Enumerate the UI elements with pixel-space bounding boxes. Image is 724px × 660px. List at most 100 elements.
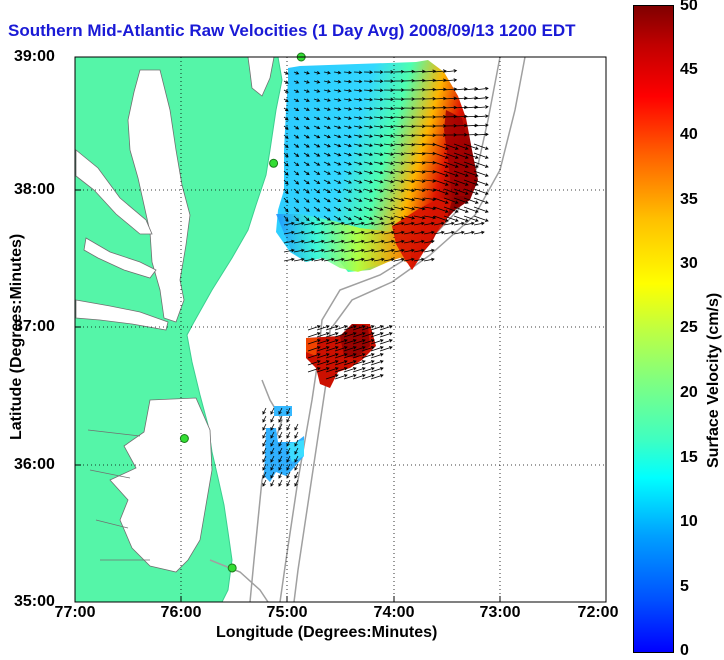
velocity-vector (325, 360, 339, 366)
velocity-vector (353, 230, 365, 235)
velocity-vector (303, 134, 310, 139)
x-tick-label: 75:00 (266, 604, 308, 621)
velocity-vector (283, 116, 289, 121)
velocity-vector (283, 206, 289, 213)
velocity-vector (453, 152, 469, 159)
colorbar-tick-label: 50 (680, 0, 698, 14)
velocity-vector (333, 134, 342, 139)
velocity-vector (363, 179, 374, 184)
velocity-vector (473, 161, 489, 168)
velocity-vector (353, 70, 363, 75)
velocity-vector (473, 86, 489, 91)
velocity-vector (383, 143, 395, 147)
velocity-vector (353, 88, 363, 93)
colorbar-label: Surface Velocity (cm/s) (705, 292, 722, 468)
velocity-vector (373, 230, 385, 235)
velocity-vector (333, 230, 345, 235)
velocity-vector (370, 367, 384, 373)
velocity-vector (379, 346, 393, 352)
velocity-vector (453, 161, 469, 168)
velocity-vector (307, 325, 321, 331)
velocity-vector (463, 215, 479, 222)
velocity-vector (293, 116, 300, 121)
velocity-vector (293, 257, 305, 262)
velocity-vector (393, 257, 405, 262)
velocity-vector (323, 70, 331, 75)
velocity-vector (334, 374, 348, 380)
velocity-vector (334, 353, 348, 359)
station-marker (269, 158, 279, 168)
velocity-vector (323, 89, 331, 93)
velocity-vector (333, 152, 342, 157)
velocity-vector (313, 116, 321, 121)
colorbar-tick-label: 45 (680, 61, 698, 78)
velocity-vector (403, 133, 416, 138)
velocity-vector (363, 79, 374, 84)
velocity-vector (293, 152, 300, 157)
velocity-vector (343, 143, 352, 148)
velocity-vector (334, 346, 348, 352)
velocity-vector (353, 143, 363, 148)
velocity-vector (278, 423, 283, 431)
velocity-vector (352, 360, 366, 366)
velocity-vector (316, 353, 330, 359)
velocity-vector (383, 215, 395, 220)
velocity-vector (361, 360, 375, 366)
velocity-vector (278, 431, 283, 439)
velocity-vector (370, 325, 384, 331)
velocity-vector (313, 134, 321, 139)
velocity-vector (393, 170, 405, 175)
velocity-vector (307, 353, 321, 359)
velocity-vector (325, 367, 339, 373)
velocity-vector (352, 353, 366, 359)
velocity-vector (294, 463, 299, 471)
velocity-vector (270, 415, 275, 423)
velocity-vector (393, 106, 405, 111)
velocity-vector (323, 98, 331, 102)
velocity-vector (343, 197, 352, 202)
velocity-vector (262, 415, 267, 423)
velocity-vector (423, 248, 435, 253)
velocity-vector (313, 248, 325, 253)
velocity-vector (363, 248, 375, 253)
velocity-vector (443, 215, 459, 222)
velocity-vector (294, 455, 299, 463)
velocity-vector (307, 367, 321, 373)
velocity-vector (453, 170, 469, 177)
velocity-vector (403, 197, 416, 202)
velocity-vector (313, 197, 321, 203)
x-tick-label: 77:00 (54, 604, 96, 621)
velocity-vector (383, 152, 395, 156)
velocity-vector (373, 88, 384, 93)
velocity-vector (283, 230, 295, 235)
velocity-vector (313, 215, 321, 221)
velocity-vector (413, 206, 426, 211)
velocity-vector (303, 152, 310, 157)
velocity-vector (294, 431, 299, 439)
axis-ticks (75, 189, 501, 602)
velocity-vector (473, 206, 489, 213)
velocity-vector (373, 106, 384, 111)
velocity-vector (323, 152, 331, 157)
velocity-vector (343, 325, 357, 331)
velocity-vector (333, 70, 342, 75)
velocity-vector (353, 179, 363, 184)
velocity-vector (423, 170, 437, 174)
velocity-vector (413, 78, 426, 83)
velocity-vector (413, 151, 426, 156)
velocity-vector (433, 221, 445, 226)
y-tick-label: 36:00 (14, 456, 55, 473)
velocity-vector (293, 98, 300, 102)
velocity-vector (363, 152, 374, 157)
velocity-vector (270, 447, 275, 455)
velocity-vector (473, 105, 489, 109)
velocity-vector (283, 257, 295, 262)
velocity-vector (433, 161, 449, 168)
velocity-vector (453, 179, 469, 186)
velocity-vector (343, 360, 357, 366)
velocity-vector (363, 239, 375, 244)
velocity-vector (463, 143, 479, 150)
velocity-vector (333, 116, 342, 120)
velocity-vector (363, 221, 375, 226)
velocity-vector (413, 248, 425, 253)
